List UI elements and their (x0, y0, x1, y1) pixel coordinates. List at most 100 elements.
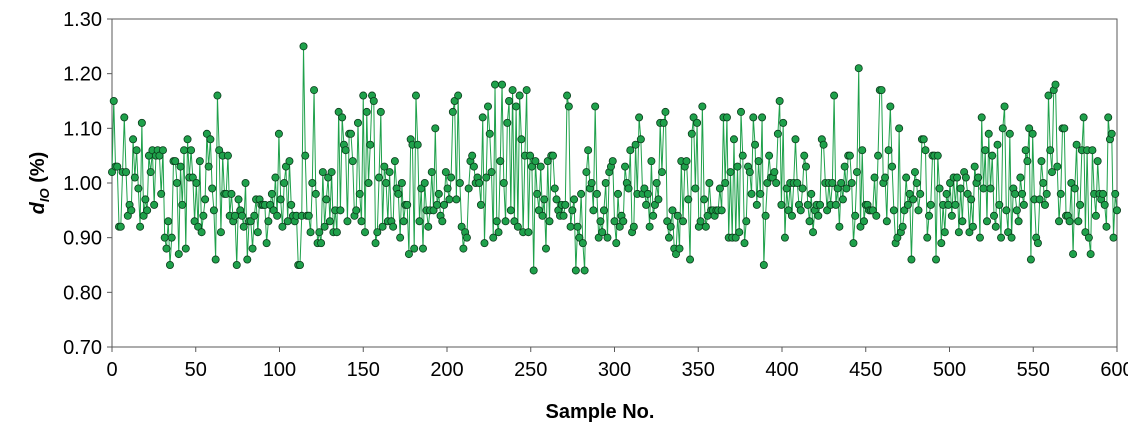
data-point (944, 200, 953, 209)
data-point (1104, 113, 1113, 122)
data-point (958, 217, 967, 226)
data-point (717, 206, 726, 215)
data-point (956, 184, 965, 193)
data-point (1113, 206, 1122, 215)
data-point (517, 135, 526, 144)
data-point (1076, 200, 1085, 209)
data-point (990, 211, 999, 220)
data-point (508, 86, 517, 95)
data-point (455, 178, 464, 187)
data-point (469, 162, 478, 171)
data-point (411, 91, 420, 100)
data-point (483, 102, 492, 111)
data-point (587, 178, 596, 187)
data-point (403, 200, 412, 209)
data-point (552, 195, 561, 204)
data-point (919, 135, 928, 144)
data-point (357, 217, 366, 226)
data-point (343, 217, 352, 226)
data-point (886, 102, 895, 111)
data-point (612, 239, 621, 248)
data-point (982, 217, 991, 226)
data-point (167, 233, 176, 242)
data-point (1035, 195, 1044, 204)
data-point (696, 217, 705, 226)
data-point (974, 173, 983, 182)
data-point (158, 146, 167, 155)
data-point (433, 200, 442, 209)
y-axis-title-subscript: IO (37, 188, 52, 202)
data-point (580, 266, 589, 275)
data-point (635, 113, 644, 122)
data-point (566, 222, 575, 231)
data-point (921, 146, 930, 155)
data-point (447, 173, 456, 182)
data-point (332, 228, 341, 237)
data-point (373, 228, 382, 237)
data-point (614, 189, 623, 198)
data-point (831, 200, 840, 209)
data-point (160, 233, 169, 242)
data-point (176, 162, 185, 171)
x-tick-label: 550 (1017, 359, 1050, 381)
data-point (213, 91, 222, 100)
data-point (141, 195, 150, 204)
data-point (541, 244, 550, 253)
data-point (320, 222, 329, 231)
data-point (814, 211, 823, 220)
series (108, 42, 1122, 275)
data-point (385, 168, 394, 177)
data-point (310, 86, 319, 95)
data-point (684, 195, 693, 204)
data-point (603, 233, 612, 242)
data-point (494, 228, 503, 237)
data-point (1093, 157, 1102, 166)
data-point (874, 151, 883, 160)
data-point (1053, 162, 1062, 171)
data-point (223, 151, 232, 160)
data-point (491, 80, 500, 89)
data-point (394, 189, 403, 198)
data-point (759, 260, 768, 269)
data-point (478, 113, 487, 122)
data-point (352, 206, 361, 215)
data-point (441, 168, 450, 177)
data-point (935, 184, 944, 193)
data-point (295, 260, 304, 269)
data-point (276, 195, 285, 204)
y-tick-label: 0.80 (63, 282, 102, 304)
data-point (536, 162, 545, 171)
data-point (206, 135, 215, 144)
data-point (187, 146, 196, 155)
data-point (882, 217, 891, 226)
data-point (506, 206, 515, 215)
data-point (438, 217, 447, 226)
data-point (492, 217, 501, 226)
data-point (881, 173, 890, 182)
data-point (274, 129, 283, 138)
data-point (926, 200, 935, 209)
data-point (830, 91, 839, 100)
data-point (230, 211, 239, 220)
data-point (1055, 217, 1064, 226)
data-point (636, 135, 645, 144)
data-point (397, 178, 406, 187)
data-point (642, 200, 651, 209)
data-point (909, 195, 918, 204)
data-point (462, 233, 471, 242)
data-point (752, 200, 761, 209)
data-point (916, 189, 925, 198)
data-point (113, 162, 122, 171)
data-point (487, 168, 496, 177)
data-point (443, 184, 452, 193)
data-point (933, 151, 942, 160)
data-point (1111, 189, 1120, 198)
data-point (626, 146, 635, 155)
data-point (283, 217, 292, 226)
data-point (838, 195, 847, 204)
data-point (325, 217, 334, 226)
y-tick-label: 1.00 (63, 173, 102, 195)
data-point (341, 146, 350, 155)
data-point (211, 255, 220, 264)
